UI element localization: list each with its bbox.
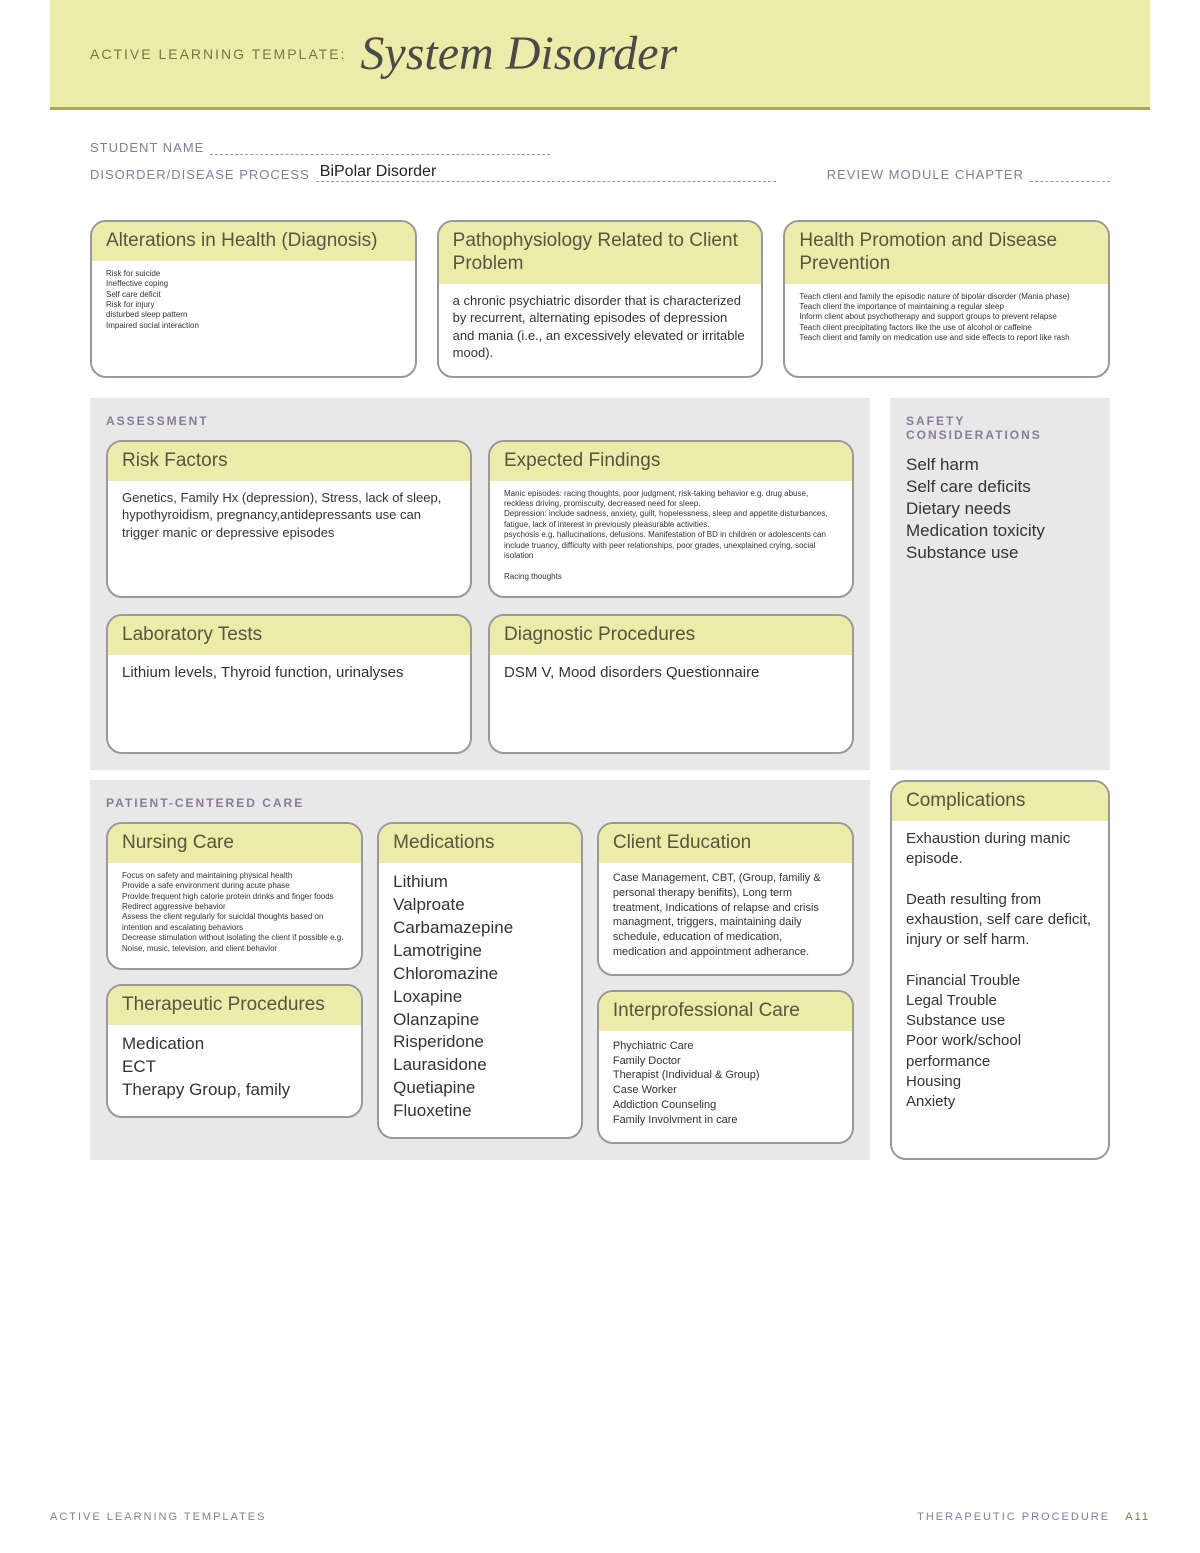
client-ed-title: Client Education bbox=[599, 824, 852, 863]
meds-card: Medications Lithium Valproate Carbamazep… bbox=[377, 822, 583, 1139]
ther-proc-body: Medication ECT Therapy Group, family bbox=[108, 1025, 361, 1116]
risk-body: Genetics, Family Hx (depression), Stress… bbox=[108, 481, 470, 556]
diag-body: DSM V, Mood disorders Questionnaire bbox=[490, 655, 852, 697]
diag-title: Diagnostic Procedures bbox=[490, 616, 852, 655]
client-ed-card: Client Education Case Management, CBT, (… bbox=[597, 822, 854, 976]
promo-card: Health Promotion and Disease Prevention … bbox=[783, 220, 1110, 378]
pcc-label: PATIENT-CENTERED CARE bbox=[106, 796, 854, 810]
footer-left: ACTIVE LEARNING TEMPLATES bbox=[50, 1511, 266, 1523]
expected-body: Manic episodes: racing thoughts, poor ju… bbox=[490, 481, 852, 597]
labs-body: Lithium levels, Thyroid function, urinal… bbox=[108, 655, 470, 697]
page: ACTIVE LEARNING TEMPLATE: System Disorde… bbox=[50, 0, 1150, 1160]
meta-block: STUDENT NAME DISORDER/DISEASE PROCESS Bi… bbox=[50, 110, 1150, 200]
risk-title: Risk Factors bbox=[108, 442, 470, 481]
labs-title: Laboratory Tests bbox=[108, 616, 470, 655]
promo-body: Teach client and family the episodic nat… bbox=[785, 284, 1108, 358]
student-name-label: STUDENT NAME bbox=[90, 140, 204, 155]
alterations-title: Alterations in Health (Diagnosis) bbox=[92, 222, 415, 261]
complications-title: Complications bbox=[892, 782, 1108, 821]
footer: ACTIVE LEARNING TEMPLATES THERAPEUTIC PR… bbox=[50, 1511, 1150, 1523]
meds-body: Lithium Valproate Carbamazepine Lamotrig… bbox=[379, 863, 581, 1137]
ther-proc-title: Therapeutic Procedures bbox=[108, 986, 361, 1025]
review-blank[interactable] bbox=[1030, 181, 1110, 182]
review-label: REVIEW MODULE CHAPTER bbox=[827, 167, 1024, 182]
inter-title: Interprofessional Care bbox=[599, 992, 852, 1031]
footer-page: A11 bbox=[1125, 1511, 1150, 1523]
inter-card: Interprofessional Care Phychiatric Care … bbox=[597, 990, 854, 1144]
student-name-row: STUDENT NAME bbox=[90, 140, 1110, 155]
inter-body: Phychiatric Care Family Doctor Therapist… bbox=[599, 1031, 852, 1142]
promo-title: Health Promotion and Disease Prevention bbox=[785, 222, 1108, 284]
patho-card: Pathophysiology Related to Client Proble… bbox=[437, 220, 764, 378]
banner-prefix: ACTIVE LEARNING TEMPLATE: bbox=[90, 46, 346, 62]
expected-card: Expected Findings Manic episodes: racing… bbox=[488, 440, 854, 598]
meds-title: Medications bbox=[379, 824, 581, 863]
safety-body: Self harm Self care deficits Dietary nee… bbox=[906, 454, 1094, 564]
assessment-row: ASSESSMENT Risk Factors Genetics, Family… bbox=[90, 398, 1110, 770]
disorder-value[interactable]: BiPolar Disorder bbox=[316, 163, 776, 182]
nursing-body: Focus on safety and maintaining physical… bbox=[108, 863, 361, 968]
labs-card: Laboratory Tests Lithium levels, Thyroid… bbox=[106, 614, 472, 754]
patho-body: a chronic psychiatric disorder that is c… bbox=[439, 284, 762, 376]
client-ed-body: Case Management, CBT, (Group, familiy & … bbox=[599, 863, 852, 974]
nursing-title: Nursing Care bbox=[108, 824, 361, 863]
safety-section: SAFETY CONSIDERATIONS Self harm Self car… bbox=[890, 398, 1110, 770]
top-row: Alterations in Health (Diagnosis) Risk f… bbox=[50, 200, 1150, 398]
safety-label: SAFETY CONSIDERATIONS bbox=[906, 414, 1094, 442]
disorder-row: DISORDER/DISEASE PROCESS BiPolar Disorde… bbox=[90, 163, 1110, 182]
banner: ACTIVE LEARNING TEMPLATE: System Disorde… bbox=[50, 0, 1150, 110]
banner-title: System Disorder bbox=[360, 26, 677, 81]
nursing-card: Nursing Care Focus on safety and maintai… bbox=[106, 822, 363, 970]
disorder-label: DISORDER/DISEASE PROCESS bbox=[90, 167, 310, 182]
expected-title: Expected Findings bbox=[490, 442, 852, 481]
alterations-card: Alterations in Health (Diagnosis) Risk f… bbox=[90, 220, 417, 378]
patho-title: Pathophysiology Related to Client Proble… bbox=[439, 222, 762, 284]
complications-body: Exhaustion during manic episode. Death r… bbox=[892, 821, 1108, 1127]
complications-col: Complications Exhaustion during manic ep… bbox=[890, 780, 1110, 1160]
pcc-section: PATIENT-CENTERED CARE Nursing Care Focus… bbox=[90, 780, 870, 1160]
assessment-section: ASSESSMENT Risk Factors Genetics, Family… bbox=[90, 398, 870, 770]
pcc-row: PATIENT-CENTERED CARE Nursing Care Focus… bbox=[90, 780, 1110, 1160]
diag-card: Diagnostic Procedures DSM V, Mood disord… bbox=[488, 614, 854, 754]
complications-card: Complications Exhaustion during manic ep… bbox=[890, 780, 1110, 1160]
ther-proc-card: Therapeutic Procedures Medication ECT Th… bbox=[106, 984, 363, 1118]
footer-right: THERAPEUTIC PROCEDURE bbox=[917, 1511, 1110, 1523]
student-name-blank[interactable] bbox=[210, 154, 550, 155]
alterations-body: Risk for suicide Ineffective coping Self… bbox=[92, 261, 415, 345]
risk-card: Risk Factors Genetics, Family Hx (depres… bbox=[106, 440, 472, 598]
assessment-label: ASSESSMENT bbox=[106, 414, 854, 428]
